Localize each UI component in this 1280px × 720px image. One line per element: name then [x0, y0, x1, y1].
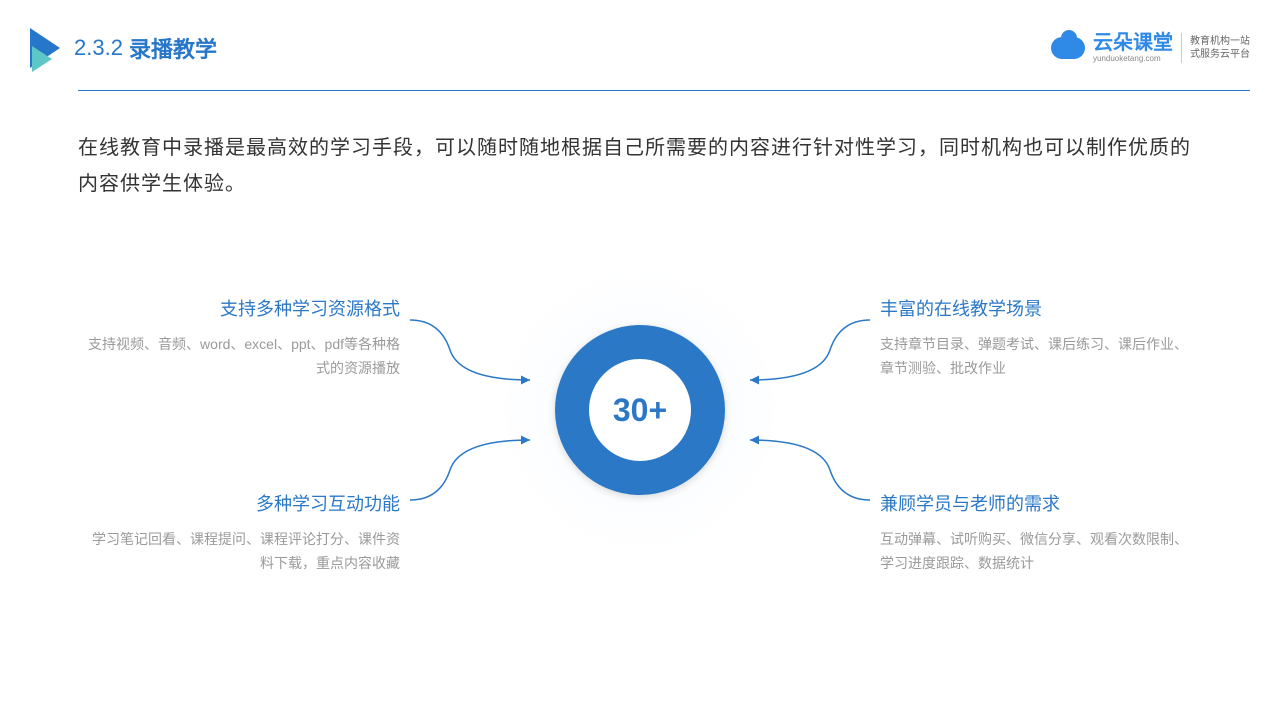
center-circle: 30+	[500, 270, 780, 550]
slide-header: 2.3.2 录播教学 云朵课堂 yunduoketang.com 教育机构一站 …	[30, 28, 1250, 68]
feature-title: 多种学习互动功能	[80, 490, 400, 516]
brand-url: yunduoketang.com	[1093, 54, 1173, 63]
feature-title: 支持多种学习资源格式	[80, 295, 400, 321]
feature-title: 丰富的在线教学场景	[880, 295, 1200, 321]
feature-bottom-right: 兼顾学员与老师的需求 互动弹幕、试听购买、微信分享、观看次数限制、学习进度跟踪、…	[880, 490, 1200, 576]
intro-paragraph: 在线教育中录播是最高效的学习手段，可以随时随地根据自己所需要的内容进行针对性学习…	[78, 130, 1202, 202]
brand-divider	[1181, 33, 1182, 63]
brand-logo: 云朵课堂 yunduoketang.com 教育机构一站 式服务云平台	[1051, 33, 1250, 63]
section-title: 录播教学	[129, 32, 217, 64]
cloud-icon	[1051, 37, 1085, 59]
feature-title: 兼顾学员与老师的需求	[880, 490, 1200, 516]
brand-tag-line2: 式服务云平台	[1190, 48, 1250, 61]
feature-desc: 支持视频、音频、word、excel、ppt、pdf等各种格式的资源播放	[80, 333, 400, 381]
center-value: 30+	[613, 392, 667, 429]
feature-desc: 学习笔记回看、课程提问、课程评论打分、课件资料下载，重点内容收藏	[80, 528, 400, 576]
play-triangle-icon	[30, 28, 60, 68]
feature-top-right: 丰富的在线教学场景 支持章节目录、弹题考试、课后练习、课后作业、章节测验、批改作…	[880, 295, 1200, 381]
ring: 30+	[555, 325, 725, 495]
section-number: 2.3.2	[74, 35, 123, 61]
feature-top-left: 支持多种学习资源格式 支持视频、音频、word、excel、ppt、pdf等各种…	[80, 295, 400, 381]
title-wrap: 2.3.2 录播教学	[30, 28, 217, 68]
outer-glow: 30+	[500, 270, 780, 550]
brand-tag-line1: 教育机构一站	[1190, 35, 1250, 48]
brand-tagline: 教育机构一站 式服务云平台	[1190, 35, 1250, 61]
brand-name: 云朵课堂	[1093, 32, 1173, 54]
feature-desc: 支持章节目录、弹题考试、课后练习、课后作业、章节测验、批改作业	[880, 333, 1200, 381]
feature-desc: 互动弹幕、试听购买、微信分享、观看次数限制、学习进度跟踪、数据统计	[880, 528, 1200, 576]
title-underline	[78, 90, 1250, 91]
feature-bottom-left: 多种学习互动功能 学习笔记回看、课程提问、课程评论打分、课件资料下载，重点内容收…	[80, 490, 400, 576]
